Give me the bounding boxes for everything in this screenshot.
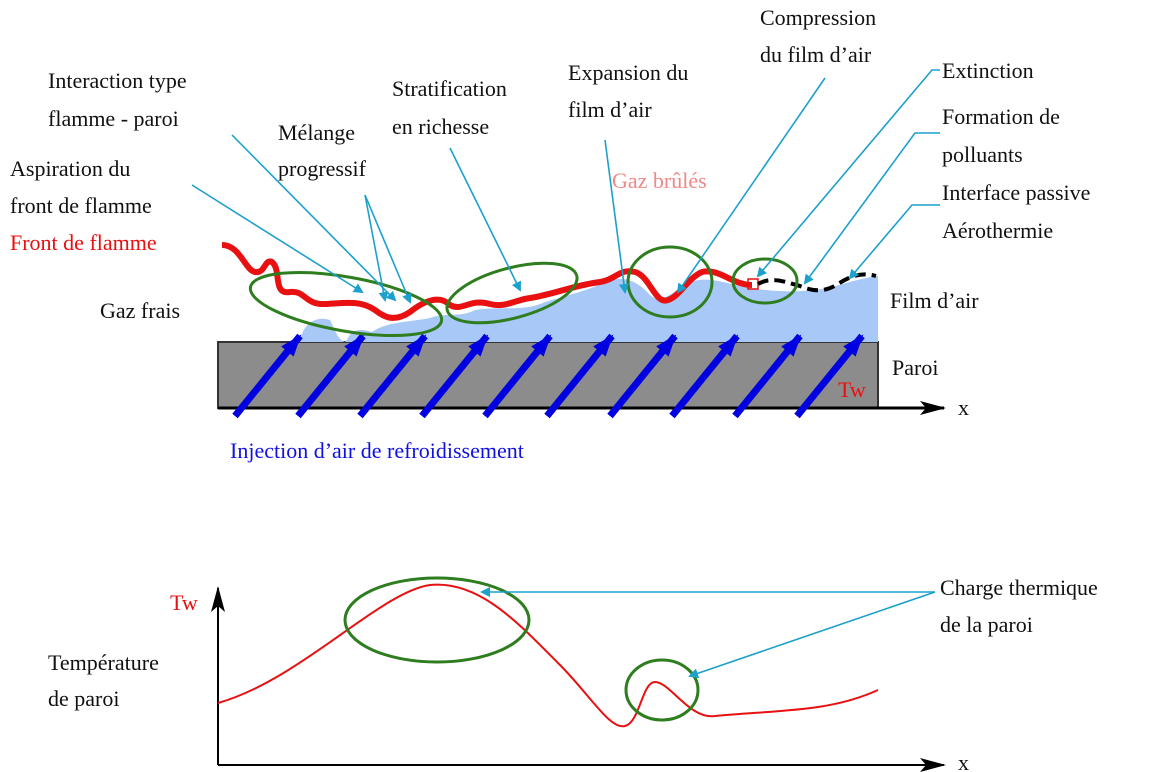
leader-line: [688, 591, 936, 679]
label: Gaz brûlés: [612, 168, 707, 193]
label: film d’air: [568, 97, 652, 122]
label: Aérothermie: [942, 218, 1053, 243]
label: Interface passive: [942, 180, 1090, 205]
label: Mélange: [278, 120, 355, 145]
label: Front de flamme: [10, 230, 157, 255]
label: Température: [48, 650, 159, 675]
label: en richesse: [392, 114, 489, 139]
zone: [731, 257, 799, 305]
label: Tw: [170, 590, 198, 615]
label: Film d’air: [890, 288, 979, 313]
label: Gaz frais: [100, 298, 180, 323]
injection-arrows: [232, 333, 865, 419]
label: de paroi: [48, 686, 119, 711]
zone: [248, 271, 444, 337]
label: Paroi: [892, 355, 938, 380]
label: Extinction: [942, 58, 1034, 83]
label: x: [958, 750, 969, 772]
label: Compression: [760, 5, 876, 30]
air-film: [300, 276, 878, 342]
wall-temperature-curve: [217, 583, 879, 728]
label: Injection d’air de refroidissement: [230, 438, 524, 463]
label: Tw: [838, 377, 866, 402]
zone: [626, 245, 714, 319]
label: Interaction type: [48, 68, 187, 93]
label: Charge thermique: [940, 575, 1098, 600]
zone: [445, 261, 579, 325]
label: flamme - paroi: [48, 106, 179, 131]
zone: [343, 576, 531, 664]
label: front de flamme: [10, 193, 152, 218]
label: progressif: [278, 156, 367, 181]
label: polluants: [942, 142, 1023, 167]
label: de la paroi: [940, 612, 1033, 637]
label: Expansion du: [568, 60, 688, 85]
label: du film d’air: [760, 42, 872, 67]
label: Stratification: [392, 76, 507, 101]
zone: [624, 658, 700, 722]
leader-lines: [191, 69, 940, 304]
label: Formation de: [942, 104, 1060, 129]
label: x: [958, 395, 969, 420]
label: Aspiration du: [10, 156, 130, 181]
